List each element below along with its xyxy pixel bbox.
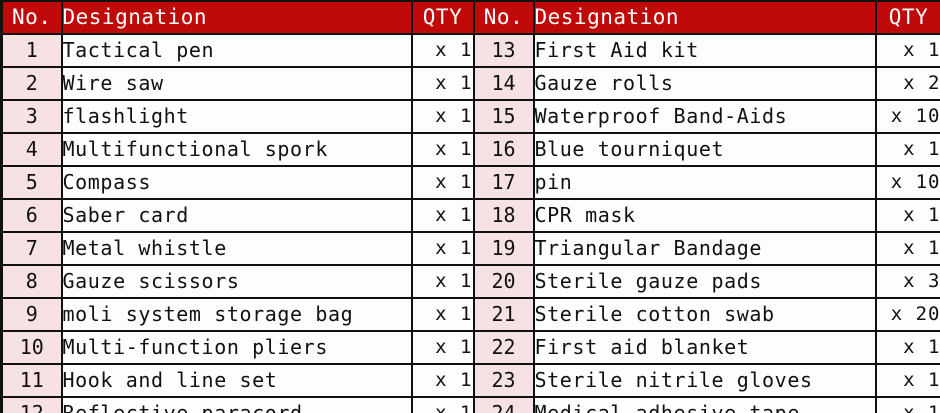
cell-no-right: 15 — [472, 99, 535, 134]
cell-designation-left: Multi-function pliers — [60, 330, 413, 365]
cell-designation-right: Waterproof Band-Aids — [532, 99, 877, 134]
cell-designation-right: Sterile nitrile gloves — [532, 363, 877, 398]
cell-no-left: 12 — [0, 396, 63, 413]
header-no-right: No. — [472, 0, 535, 35]
header-qty-right: QTY — [874, 0, 940, 35]
cell-qty-right: x 1 — [874, 198, 940, 233]
table-row: 3 flashlight x 1 15 Waterproof Band-Aids x 10 — [0, 99, 940, 134]
table-row: 10 Multi-function pliers x 1 22 First aid bl… — [0, 330, 940, 365]
cell-designation-right: Blue tourniquet — [532, 132, 877, 167]
cell-no-left: 4 — [0, 132, 63, 167]
cell-qty-right: x 1 — [874, 231, 940, 266]
cell-designation-right: pin — [532, 165, 877, 200]
cell-no-right: 13 — [472, 33, 535, 68]
header-row: No. Designation QTY No. Designation QTY — [0, 0, 940, 35]
cell-no-left: 11 — [0, 363, 63, 398]
cell-designation-left: Gauze scissors — [60, 264, 413, 299]
cell-qty-left: x 1 — [410, 363, 475, 398]
cell-qty-left: x 1 — [410, 330, 475, 365]
cell-qty-left: x 1 — [410, 231, 475, 266]
cell-qty-right: x 10 — [874, 165, 940, 200]
table-row: 11 Hook and line set x 1 23 Sterile nitrile … — [0, 363, 940, 398]
header-no-left: No. — [0, 0, 63, 35]
cell-qty-left: x 1 — [410, 396, 475, 413]
cell-qty-left: x 1 — [410, 297, 475, 332]
table-row: 8 Gauze scissors x 1 20 Sterile gauze pads x … — [0, 264, 940, 299]
cell-no-right: 21 — [472, 297, 535, 332]
cell-designation-left: flashlight — [60, 99, 413, 134]
cell-no-left: 10 — [0, 330, 63, 365]
cell-designation-left: Multifunctional spork — [60, 132, 413, 167]
cell-qty-right: x 1 — [874, 363, 940, 398]
cell-designation-right: Sterile gauze pads — [532, 264, 877, 299]
cell-qty-right: x 1 — [874, 330, 940, 365]
cell-qty-right: x 10 — [874, 99, 940, 134]
cell-qty-left: x 1 — [410, 198, 475, 233]
cell-designation-right: CPR mask — [532, 198, 877, 233]
cell-no-left: 9 — [0, 297, 63, 332]
table-row: 9 moli system storage bag x 1 21 Sterile cot… — [0, 297, 940, 332]
cell-designation-right: First aid blanket — [532, 330, 877, 365]
cell-no-right: 20 — [472, 264, 535, 299]
cell-qty-right: x 20 — [874, 297, 940, 332]
cell-qty-right: x 1 — [874, 33, 940, 68]
cell-designation-left: Tactical pen — [60, 33, 413, 68]
cell-qty-right: x 2 — [874, 66, 940, 101]
table-row: 1 Tactical pen x 1 13 First Aid kit x 1 — [0, 33, 940, 68]
cell-designation-left: Hook and line set — [60, 363, 413, 398]
cell-designation-right: Medical adhesive tape — [532, 396, 877, 413]
cell-no-right: 24 — [472, 396, 535, 413]
cell-qty-right: x 1 — [874, 396, 940, 413]
cell-no-left: 6 — [0, 198, 63, 233]
cell-designation-left: Metal whistle — [60, 231, 413, 266]
cell-qty-left: x 1 — [410, 66, 475, 101]
table-body: 1 Tactical pen x 1 13 First Aid kit x 1 2 Wire … — [0, 33, 940, 413]
cell-no-left: 1 — [0, 33, 63, 68]
cell-qty-right: x 1 — [874, 132, 940, 167]
cell-no-right: 16 — [472, 132, 535, 167]
cell-qty-left: x 1 — [410, 99, 475, 134]
table-row: 5 Compass x 1 17 pin x 10 — [0, 165, 940, 200]
cell-no-right: 17 — [472, 165, 535, 200]
cell-designation-right: Sterile cotton swab — [532, 297, 877, 332]
cell-no-right: 23 — [472, 363, 535, 398]
table-row: 2 Wire saw x 1 14 Gauze rolls x 2 — [0, 66, 940, 101]
cell-no-left: 2 — [0, 66, 63, 101]
cell-no-right: 19 — [472, 231, 535, 266]
cell-qty-left: x 1 — [410, 264, 475, 299]
cell-no-left: 3 — [0, 99, 63, 134]
cell-no-right: 14 — [472, 66, 535, 101]
cell-no-left: 5 — [0, 165, 63, 200]
cell-designation-left: Wire saw — [60, 66, 413, 101]
cell-no-right: 22 — [472, 330, 535, 365]
table-header: No. Designation QTY No. Designation QTY — [0, 0, 940, 35]
cell-qty-left: x 1 — [410, 33, 475, 68]
cell-qty-right: x 3 — [874, 264, 940, 299]
cell-qty-left: x 1 — [410, 132, 475, 167]
cell-designation-left: Saber card — [60, 198, 413, 233]
cell-no-left: 8 — [0, 264, 63, 299]
table-row: 6 Saber card x 1 18 CPR mask x 1 — [0, 198, 940, 233]
table-row: 7 Metal whistle x 1 19 Triangular Bandage x 1 — [0, 231, 940, 266]
table-row: 12 Reflective paracord x 1 24 Medical adhesi… — [0, 396, 940, 413]
cell-designation-right: Triangular Bandage — [532, 231, 877, 266]
cell-designation-left: Compass — [60, 165, 413, 200]
cell-no-left: 7 — [0, 231, 63, 266]
cell-designation-right: First Aid kit — [532, 33, 877, 68]
cell-designation-left: Reflective paracord — [60, 396, 413, 413]
cell-designation-right: Gauze rolls — [532, 66, 877, 101]
header-qty-left: QTY — [410, 0, 475, 35]
header-designation-right: Designation — [532, 0, 877, 35]
table-row: 4 Multifunctional spork x 1 16 Blue tourniqu… — [0, 132, 940, 167]
header-designation-left: Designation — [60, 0, 413, 35]
cell-designation-left: moli system storage bag — [60, 297, 413, 332]
cell-no-right: 18 — [472, 198, 535, 233]
cell-qty-left: x 1 — [410, 165, 475, 200]
